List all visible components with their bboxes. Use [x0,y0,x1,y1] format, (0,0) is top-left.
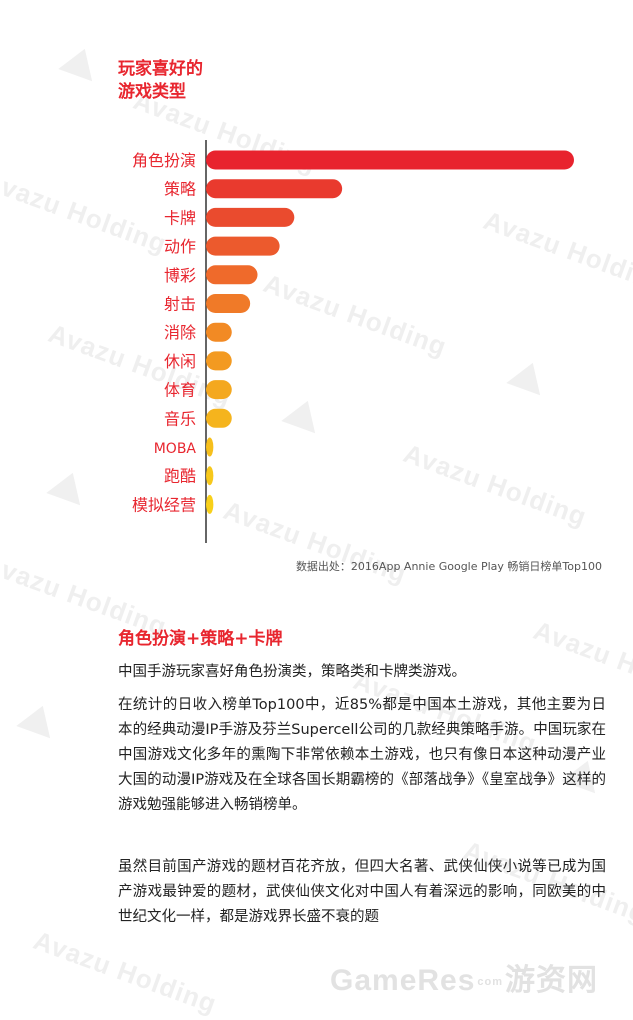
bar-2 [206,207,295,227]
bar-5 [206,294,251,313]
section-title: 角色扮演+策略+卡牌 [118,629,283,649]
category-label-1: 策略 [164,180,196,199]
body-paragraph-3: 虽然目前国产游戏的题材百花齐放，但四大名著、武侠仙侠小说等已成为国产游戏最钟爱的… [118,859,606,925]
category-label-0: 角色扮演 [132,151,196,170]
category-label-3: 动作 [164,237,196,256]
footer-logo-left: GameRes [330,964,476,997]
bar-11 [206,466,214,486]
chart-title-line1: 玩家喜好的 [118,59,203,79]
bar-7 [206,351,232,371]
category-label-2: 卡牌 [164,208,196,227]
bar-10 [206,437,214,457]
category-label-6: 消除 [164,323,196,342]
bar-8 [206,380,232,400]
bar-12 [206,494,214,514]
bar-1 [206,179,343,199]
bar-6 [206,322,232,342]
bar-0 [206,150,574,170]
watermark-text: Avazu Holding [29,925,221,1020]
bar-9 [206,408,232,428]
footer-watermark-logo: GameRes com游资网 [330,955,598,999]
bar-4 [206,265,258,285]
bar-3 [206,236,280,256]
category-label-12: 模拟经营 [132,495,196,514]
category-label-9: 音乐 [164,409,196,428]
footer-logo-small: com [477,976,504,989]
watermark-logo-icon [16,699,60,739]
body-paragraph-1: 中国手游玩家喜好角色扮演类，策略类和卡牌类游戏。 [118,664,466,680]
footer-logo-right: 游资网 [505,964,599,997]
chart-title: 玩家喜好的 游戏类型 [118,58,318,104]
source-note: 数据出处：2016App Annie Google Play 畅销日榜单Top1… [295,560,602,573]
chart-title-line2: 游戏类型 [118,82,186,102]
category-label-11: 跑酷 [164,467,196,486]
category-label-10: MOBA [154,441,197,457]
body-paragraph-2: 在统计的日收入榜单Top100中，近85%都是中国本土游戏，其他主要为日本的经典… [118,697,606,813]
category-label-4: 博彩 [164,266,196,285]
category-label-7: 休闲 [164,352,196,371]
category-label-5: 射击 [164,295,196,314]
category-label-8: 体育 [164,381,196,400]
